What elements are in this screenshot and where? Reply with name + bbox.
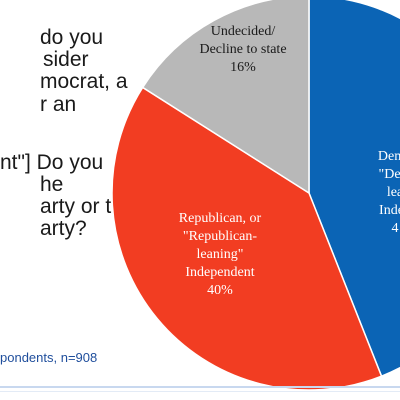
bottom-divider [0, 386, 400, 388]
question-line-1: do you [40, 26, 104, 49]
slice-label-0-line-0: Demo [378, 149, 400, 164]
slice-label-1-line-3: Independent [185, 265, 254, 280]
slice-label-1-line-1: "Republican- [183, 229, 257, 244]
pie-slice-2 [141, 0, 310, 195]
slice-label-0: Demo "Dem lea Indep 4 [378, 149, 400, 236]
question-line-2: sider [43, 48, 89, 71]
question-line-8: arty or the [40, 195, 135, 218]
question-line-6: nt"] Do you [0, 151, 104, 174]
slice-label-1-line-2: leaning" [197, 247, 244, 262]
slice-label-0-line-3: Indep [379, 203, 400, 218]
slice-label-0-line-4: 4 [392, 221, 399, 236]
slice-label-2-line-1: Decline to state [199, 42, 286, 57]
bottom-divider-thin [0, 391, 400, 392]
pie-slice-1 [111, 86, 383, 391]
slice-label-2-line-2: 16% [230, 60, 256, 75]
slice-label-1-line-4: 40% [207, 283, 233, 298]
pie-slice-0 [308, 0, 400, 378]
slice-label-1-line-0: Republican, or [179, 211, 262, 226]
slice-label-0-line-1: "Dem [379, 167, 400, 182]
question-line-7: he [40, 173, 64, 196]
slice-label-0-line-2: lea [387, 185, 400, 200]
question-line-3: mocrat, a [40, 70, 128, 93]
question-line-4: r an [40, 93, 77, 116]
slice-label-2: Undecided/Decline to state 16% [199, 24, 286, 75]
respondents-footnote: pondents, n=908 [0, 350, 98, 365]
slice-label-1: Republican, or "Republican-leaning" Indepe… [179, 211, 262, 298]
slice-label-2-line-0: Undecided/ [211, 24, 276, 39]
question-line-9: arty? [40, 217, 87, 240]
